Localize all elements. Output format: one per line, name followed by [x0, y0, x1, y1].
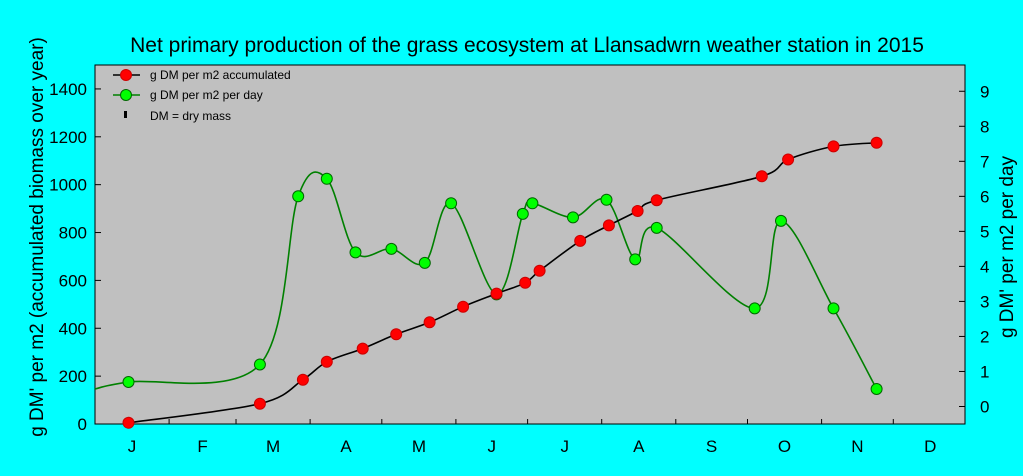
y-right-tick-label: 5 — [980, 222, 989, 241]
per-day-point — [775, 214, 787, 227]
y-right-tick-label: 1 — [980, 362, 989, 381]
accumulated-point — [122, 416, 135, 429]
accumulated-point — [574, 234, 587, 247]
y-left-tick-label: 400 — [59, 319, 87, 338]
legend-accumulated-marker — [120, 69, 132, 81]
accumulated-point — [390, 328, 403, 341]
per-day-point — [629, 253, 642, 266]
per-day-point — [445, 197, 458, 210]
y-left-tick-label: 600 — [59, 271, 87, 290]
accumulated-point — [296, 373, 309, 386]
x-tick-label: N — [851, 437, 863, 456]
legend-note-marker — [124, 111, 127, 118]
per-day-point — [748, 302, 761, 315]
y-right-tick-label: 9 — [980, 82, 989, 101]
x-tick-label: A — [340, 437, 352, 456]
y-left-tick-label: 1200 — [49, 128, 87, 147]
legend-per-day-label: g DM per m2 per day — [150, 88, 263, 102]
y-right-tick-label: 0 — [980, 397, 989, 416]
per-day-point — [418, 256, 431, 269]
chart-title: Net primary production of the grass ecos… — [130, 34, 924, 57]
y-right-tick-label: 2 — [980, 327, 989, 346]
per-day-point — [253, 358, 266, 371]
legend-accumulated-label: g DM per m2 accumulated — [150, 68, 291, 82]
accumulated-point — [602, 219, 615, 232]
per-day-point — [292, 190, 305, 203]
y-right-tick-label: 7 — [980, 152, 989, 171]
per-day-point — [526, 197, 539, 210]
y-axis-left-label: g DM' per m2 (accumulated biomass over y… — [27, 37, 48, 437]
x-tick-label: J — [128, 437, 137, 456]
y-left-tick-label: 1400 — [49, 80, 87, 99]
per-day-point — [516, 207, 529, 220]
per-day-point — [385, 242, 398, 255]
y-left-tick-label: 800 — [59, 224, 87, 243]
accumulated-point — [533, 264, 546, 277]
per-day-point — [122, 376, 135, 388]
plot-area — [94, 64, 966, 425]
y-left-tick-label: 0 — [78, 415, 87, 434]
legend: g DM per m2 accumulated g DM per m2 per … — [113, 68, 291, 123]
per-day-point — [567, 211, 579, 224]
x-tick-label: J — [488, 437, 497, 456]
accumulated-point — [457, 300, 470, 313]
accumulated-point — [782, 153, 795, 166]
accumulated-point — [490, 287, 503, 300]
accumulated-point — [650, 194, 663, 207]
y-right-tick-label: 8 — [980, 117, 989, 136]
accumulated-point — [755, 170, 768, 183]
accumulated-point — [870, 136, 883, 149]
accumulated-point — [320, 355, 333, 368]
y-left-tick-label: 1000 — [49, 176, 87, 195]
legend-note-label: DM = dry mass — [150, 109, 231, 123]
per-day-point — [600, 193, 613, 206]
x-tick-label: A — [633, 437, 645, 456]
per-day-point — [827, 302, 840, 315]
accumulated-point — [631, 205, 644, 217]
x-tick-label: M — [266, 437, 280, 456]
accumulated-point — [356, 342, 369, 355]
y-left-tick-label: 200 — [59, 367, 87, 386]
x-tick-label: O — [778, 437, 791, 456]
x-tick-label: F — [197, 437, 207, 456]
x-tick-label: J — [560, 437, 569, 456]
accumulated-point — [423, 316, 436, 329]
x-tick-label: M — [412, 437, 426, 456]
per-day-point — [320, 172, 333, 185]
accumulated-point — [253, 397, 266, 410]
y-right-tick-label: 6 — [980, 187, 989, 206]
y-right-tick-label: 4 — [980, 257, 989, 276]
per-day-point — [650, 221, 663, 234]
accumulated-point — [827, 140, 840, 153]
per-day-point — [870, 383, 883, 395]
legend-per-day-marker — [120, 89, 132, 101]
accumulated-point — [519, 276, 532, 289]
y-axis-right-label: g DM' per m2 per day — [997, 155, 1018, 338]
x-tick-label: D — [924, 437, 936, 456]
per-day-point — [349, 246, 362, 259]
y-right-tick-label: 3 — [980, 292, 989, 311]
x-tick-label: S — [706, 437, 717, 456]
